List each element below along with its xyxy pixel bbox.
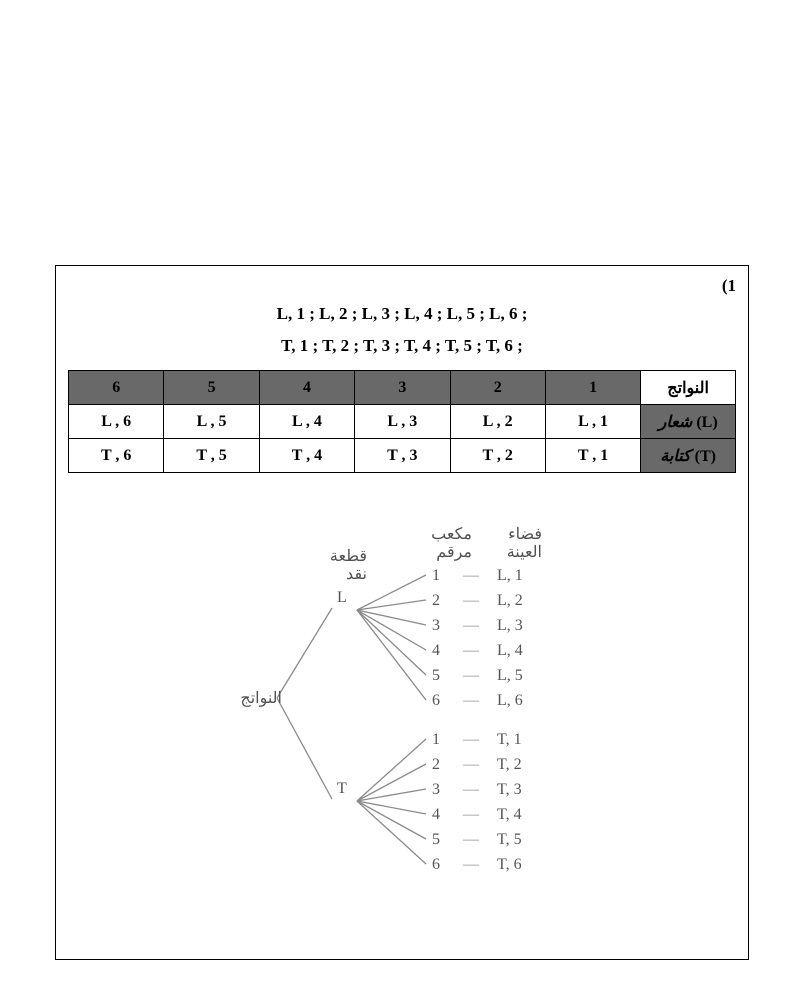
outcome-T5: T, 5	[497, 831, 522, 849]
coin-label: قطعة نقد	[330, 548, 367, 585]
col-1: 1	[545, 371, 640, 405]
dice-label-1: مكعب	[431, 526, 472, 543]
tree-diagram: النواتج قطعة نقد مكعب مرقم فضاء العينة L…	[212, 518, 592, 888]
cell-L2: L , 2	[450, 405, 545, 439]
leaf-num-T3: 3	[432, 781, 440, 799]
cell-T3: T , 3	[355, 439, 450, 473]
leaf-num-T4: 4	[432, 806, 440, 824]
cell-T6: T , 6	[69, 439, 164, 473]
leaf-dash-L1: —	[463, 567, 479, 585]
outcome-T2: T, 2	[497, 756, 522, 774]
leaf-num-L3: 3	[432, 617, 440, 635]
outcomes-table: 6 5 4 3 2 1 النواتج L , 6 L , 5 L , 4 L …	[68, 370, 736, 473]
leaf-num-L5: 5	[432, 667, 440, 685]
leaf-num-L4: 4	[432, 642, 440, 660]
leaf-dash-T5: —	[463, 831, 479, 849]
cell-L1: L , 1	[545, 405, 640, 439]
rowlabel-T-ar: كتابة	[660, 448, 690, 465]
cell-T1: T , 1	[545, 439, 640, 473]
outcomes-line-2: T, 1 ; T, 2 ; T, 3 ; T, 4 ; T, 5 ; T, 6 …	[68, 336, 736, 356]
leaf-num-T1: 1	[432, 731, 440, 749]
leaf-dash-L6: —	[463, 692, 479, 710]
outcome-T6: T, 6	[497, 856, 522, 874]
leaf-dash-T3: —	[463, 781, 479, 799]
outcome-L3: L, 3	[497, 617, 523, 635]
cell-T2: T , 2	[450, 439, 545, 473]
outcome-T4: T, 4	[497, 806, 522, 824]
leaf-dash-T4: —	[463, 806, 479, 824]
outcome-L6: L, 6	[497, 692, 523, 710]
rowlabel-T: كتابة (T)	[641, 439, 736, 473]
leaf-num-L1: 1	[432, 567, 440, 585]
col-results: النواتج	[641, 371, 736, 405]
col-3: 3	[355, 371, 450, 405]
outcome-L4: L, 4	[497, 642, 523, 660]
leaf-dash-T6: —	[463, 856, 479, 874]
cell-L4: L , 4	[259, 405, 354, 439]
leaf-dash-T1: —	[463, 731, 479, 749]
cell-T5: T , 5	[164, 439, 259, 473]
col-2: 2	[450, 371, 545, 405]
col-5: 5	[164, 371, 259, 405]
leaf-dash-L3: —	[463, 617, 479, 635]
node-L: L	[337, 589, 347, 607]
cell-L6: L , 6	[69, 405, 164, 439]
col-4: 4	[259, 371, 354, 405]
cell-L3: L , 3	[355, 405, 450, 439]
leaf-num-L6: 6	[432, 692, 440, 710]
leaf-dash-L5: —	[463, 667, 479, 685]
leaf-dash-L4: —	[463, 642, 479, 660]
outcome-L2: L, 2	[497, 592, 523, 610]
cell-T4: T , 4	[259, 439, 354, 473]
outcome-L1: L, 1	[497, 567, 523, 585]
space-label: فضاء العينة	[507, 526, 542, 563]
space-label-2: العينة	[507, 544, 542, 561]
cell-L5: L , 5	[164, 405, 259, 439]
question-number: (1	[68, 276, 736, 296]
outcome-L5: L, 5	[497, 667, 523, 685]
rowlabel-T-code: (T)	[695, 448, 716, 465]
outcome-T1: T, 1	[497, 731, 522, 749]
leaf-num-L2: 2	[432, 592, 440, 610]
rowlabel-L-code: (L)	[696, 414, 717, 431]
leaf-num-T2: 2	[432, 756, 440, 774]
outcomes-line-1: L, 1 ; L, 2 ; L, 3 ; L, 4 ; L, 5 ; L, 6 …	[68, 304, 736, 324]
table-row: L , 6 L , 5 L , 4 L , 3 L , 2 L , 1 شعار…	[69, 405, 736, 439]
coin-label-2: نقد	[346, 566, 367, 583]
rowlabel-L: شعار (L)	[641, 405, 736, 439]
leaf-num-T6: 6	[432, 856, 440, 874]
leaf-num-T5: 5	[432, 831, 440, 849]
table-header-row: 6 5 4 3 2 1 النواتج	[69, 371, 736, 405]
space-label-1: فضاء	[508, 526, 542, 543]
dice-label: مكعب مرقم	[431, 526, 472, 563]
leaf-dash-T2: —	[463, 756, 479, 774]
col-6: 6	[69, 371, 164, 405]
outcome-T3: T, 3	[497, 781, 522, 799]
rowlabel-L-ar: شعار	[659, 414, 693, 431]
dice-label-2: مرقم	[436, 544, 472, 561]
node-T: T	[337, 780, 347, 798]
table-row: T , 6 T , 5 T , 4 T , 3 T , 2 T , 1 كتاب…	[69, 439, 736, 473]
root-label: النواتج	[240, 688, 282, 708]
coin-label-1: قطعة	[330, 548, 367, 565]
content-frame: (1 L, 1 ; L, 2 ; L, 3 ; L, 4 ; L, 5 ; L,…	[55, 265, 749, 960]
leaf-dash-L2: —	[463, 592, 479, 610]
